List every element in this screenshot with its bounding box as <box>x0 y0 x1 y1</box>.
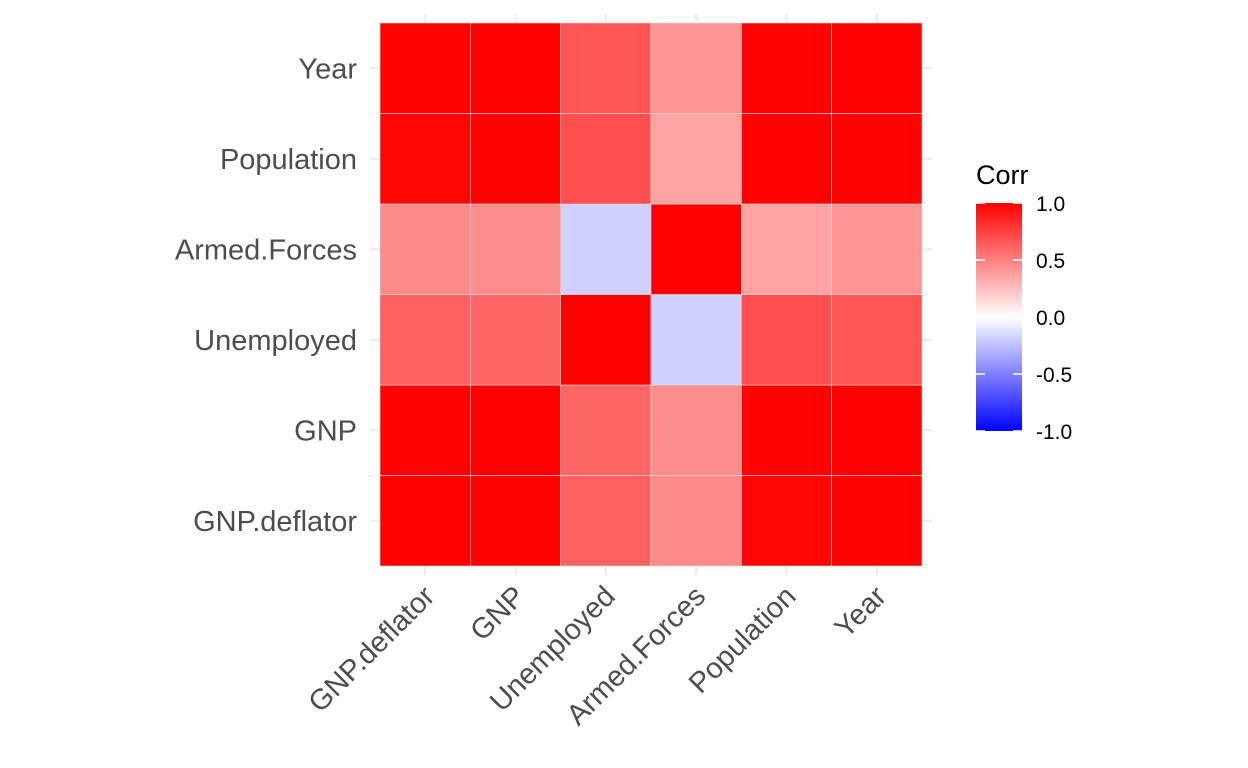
heatmap-cell-GNP-Armed.Forces <box>650 384 742 476</box>
heatmap-cell-GNP.deflator-GNP <box>470 475 561 567</box>
heatmap-cell-GNP.deflator-Armed.Forces <box>650 475 742 567</box>
y-tick-label: Armed.Forces <box>175 234 357 266</box>
y-tick-label: GNP <box>294 415 357 447</box>
heatmap-cell-GNP.deflator-Unemployed <box>560 475 652 567</box>
heatmap-cell-Unemployed-Armed.Forces <box>650 294 742 386</box>
heatmap-cell-Armed.Forces-GNP <box>470 203 561 295</box>
heatmap-cell-Year-Unemployed <box>560 22 652 114</box>
color-legend: Corr 1.0 0.5 0.0 -0.5 -1.0 <box>976 160 1072 444</box>
heatmap-cell-Population-GNP <box>470 113 561 205</box>
heatmap-cells <box>379 22 923 567</box>
heatmap-cell-GNP-Year <box>831 384 923 476</box>
heatmap-cell-Unemployed-GNP.deflator <box>379 294 471 386</box>
heatmap-cell-Year-GNP.deflator <box>379 22 471 114</box>
heatmap-cell-Population-Population <box>741 113 832 205</box>
heatmap-cell-Population-GNP.deflator <box>379 113 471 205</box>
x-axis-tick-labels: GNP.deflator GNPUnemployedArmed.ForcesPop… <box>303 567 893 732</box>
heatmap-cell-Population-Unemployed <box>560 113 652 205</box>
heatmap-cell-Armed.Forces-Armed.Forces <box>650 203 742 295</box>
heatmap-cell-Population-Armed.Forces <box>650 113 742 205</box>
heatmap-cell-GNP-GNP.deflator <box>379 384 471 476</box>
heatmap-cell-GNP-Unemployed <box>560 384 652 476</box>
legend-title: Corr <box>976 160 1029 190</box>
heatmap-cell-Year-GNP <box>470 22 561 114</box>
heatmap-cell-Year-Population <box>741 22 832 114</box>
heatmap-cell-Unemployed-GNP <box>470 294 561 386</box>
y-tick-label: Unemployed <box>194 325 357 357</box>
legend-tick-label: -1.0 <box>1036 421 1072 444</box>
x-tick-label: GNP <box>464 580 531 647</box>
heatmap-cell-Population-Year <box>831 113 923 205</box>
legend-tick-label: 0.5 <box>1036 250 1065 273</box>
heatmap-cell-Armed.Forces-GNP.deflator <box>379 203 471 295</box>
heatmap-cell-GNP.deflator-GNP.deflator <box>379 475 471 567</box>
legend-tick-label: -0.5 <box>1036 364 1072 387</box>
heatmap-cell-Armed.Forces-Population <box>741 203 832 295</box>
heatmap-cell-Year-Year <box>831 22 923 114</box>
legend-tick-label: 0.0 <box>1036 307 1065 330</box>
x-tick-label: GNP.deflator <box>303 580 442 719</box>
heatmap-cell-Armed.Forces-Year <box>831 203 923 295</box>
legend-tick-label: 1.0 <box>1036 193 1065 216</box>
heatmap-cell-GNP.deflator-Year <box>831 475 923 567</box>
legend-ticks: 1.0 0.5 0.0 -0.5 -1.0 <box>976 193 1072 444</box>
heatmap-cell-Unemployed-Year <box>831 294 923 386</box>
heatmap-cell-Armed.Forces-Unemployed <box>560 203 652 295</box>
heatmap-cell-GNP-GNP <box>470 384 561 476</box>
heatmap-cell-Year-Armed.Forces <box>650 22 742 114</box>
y-tick-label: GNP.deflator <box>193 506 357 538</box>
y-tick-label: Population <box>220 144 357 176</box>
heatmap-cell-Unemployed-Population <box>741 294 832 386</box>
heatmap-cell-Unemployed-Unemployed <box>560 294 652 386</box>
y-tick-label: Year <box>298 53 357 85</box>
y-axis-tick-labels: GNP.deflator GNP Unemployed Armed.Forces Pop… <box>175 53 378 538</box>
heatmap-cell-GNP-Population <box>741 384 832 476</box>
heatmap-cell-GNP.deflator-Population <box>741 475 832 567</box>
x-tick-label: Year <box>829 580 893 644</box>
